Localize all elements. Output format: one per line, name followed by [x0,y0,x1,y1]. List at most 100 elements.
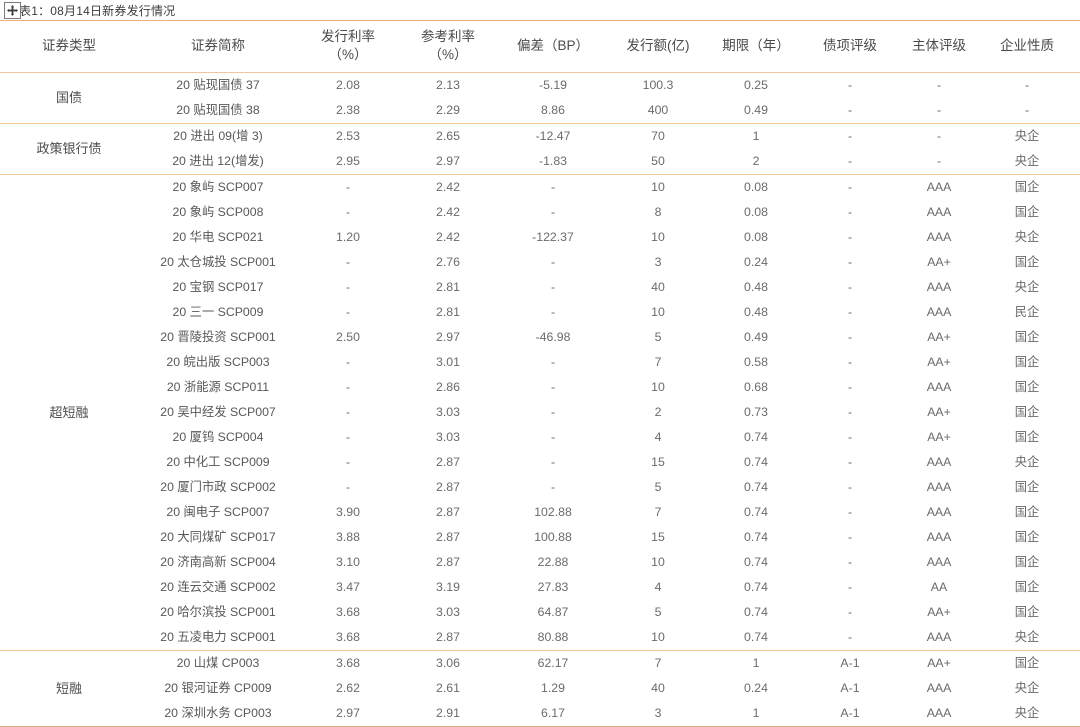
cell-ref_rate: 3.03 [436,405,460,420]
cell-amount: 40 [651,681,665,696]
cell-issuer_rating: AA+ [927,355,951,370]
cell-industry: 有色金属 [1072,425,1080,450]
cell-amount: 40 [651,280,665,295]
cell-issue_rate: - [345,455,351,470]
cell-name: 20 太仓城投 SCP001 [160,255,276,270]
cell-debt_rating: - [847,78,853,93]
cell-amount: 7 [654,355,662,370]
new-bond-issuance-table: 证券类型 证券简称 发行利率 （%） 参考利率 （%） 偏差（BP） [0,21,1080,727]
column-header-amount: 发行额(亿) [608,21,708,74]
cell-industry: 商业贸易 [1072,175,1080,201]
cell-name: 20 吴中经发 SCP007 [160,405,276,420]
cell-issue_rate: - [345,380,351,395]
cell-amount: 10 [608,625,708,652]
title-bar: 表1：08月14日新券发行情况 [0,0,1080,21]
cell-industry: 非银金融 [1072,676,1080,701]
cell-issue_rate: 2.08 [336,78,360,93]
cell-debt_rating: - [847,555,853,570]
cell-issue_rate: 2.53 [336,129,360,144]
cell-term: 0.48 [744,280,768,295]
page-title: 表1：08月14日新券发行情况 [19,3,176,18]
cell-ref_rate: 2.87 [436,455,460,470]
cell-issuer_rating: AA+ [927,405,951,420]
cell-issue_rate: 2.62 [336,681,360,696]
cell-ref_rate: 3.06 [436,656,460,671]
cell-industry: 公用事业 [1072,625,1080,652]
cell-industry: 城投 [1072,250,1080,275]
cell-term: 1 [708,701,804,727]
cell-term: 0.74 [708,625,804,652]
cell-deviation: - [550,405,556,420]
cell-term: 2 [708,149,804,176]
cell-amount: 3 [654,255,662,270]
cell-deviation: 64.87 [537,605,569,620]
column-header-enterprise-type-label: 企业性质 [1000,38,1054,54]
cell-ref_rate: 3.01 [436,355,460,370]
cell-enterprise_type: 央企 [1014,230,1040,245]
cell-industry: 机械设备 [1072,300,1080,325]
cell-name: 20 象屿 SCP007 [172,180,264,195]
cell-debt_rating: - [847,280,853,295]
column-header-ref-rate-unit: （%） [428,47,468,63]
cell-industry: 商业贸易 [1072,651,1080,677]
cell-name: 20 连云交通 SCP002 [160,580,276,595]
cell-term: 0.74 [744,480,768,495]
cell-industry: 化工 [1072,450,1080,475]
cell-issue_rate: 2.97 [298,701,398,727]
cell-debt_rating: - [847,180,853,195]
column-header-term-label: 期限（年） [722,38,790,54]
cell-deviation: 62.17 [537,656,569,671]
column-header-issue-rate-label: 发行利率 [321,29,375,44]
cell-enterprise_type: 民企 [1014,305,1040,320]
security-category-cell: 国债 [0,72,138,125]
table-row: 20 银河证券 CP009 2.62 2.61 1.29 40 0.24 A-1 AAA 央企 非… [0,676,1080,701]
cell-issue_rate: - [345,355,351,370]
cell-issue_rate: - [345,205,351,220]
cell-ref_rate: 2.81 [436,305,460,320]
cell-ref_rate: 3.03 [436,430,460,445]
table-row: 20 浙能源 SCP011 - 2.86 - 10 0.68 - AAA 国企 公用事业 [0,375,1080,400]
move-handle-icon[interactable] [4,1,21,19]
cell-deviation: -46.98 [535,330,571,345]
cell-enterprise_type: 国企 [1014,580,1040,595]
cell-deviation: - [550,180,556,195]
cell-name: 20 银河证券 CP009 [164,681,272,696]
cell-amount: 5 [654,480,662,495]
cell-name: 20 浙能源 SCP011 [166,380,270,395]
cell-amount: 10 [651,180,665,195]
cell-name: 20 象屿 SCP008 [172,205,264,220]
column-header-deviation-label: 偏差（BP） [516,38,589,54]
cell-industry: - [1072,124,1080,150]
cell-issuer_rating: - [896,149,982,176]
cell-enterprise_type: 国企 [1014,656,1040,671]
cell-issuer_rating: AAA [926,305,952,320]
cell-ref_rate: 2.61 [436,681,460,696]
cell-deviation: - [550,205,556,220]
cell-enterprise_type: - [1024,78,1030,93]
cell-amount: 4 [654,580,662,595]
cell-deviation: 27.83 [537,580,569,595]
cell-debt_rating: - [804,625,896,652]
table-row: 20 太仓城投 SCP001 - 2.76 - 3 0.24 - AA+ 国企 城投 [0,250,1080,275]
column-header-debt-rating-label: 债项评级 [823,38,877,54]
cell-issuer_rating: - [936,129,942,144]
cell-debt_rating: A-1 [804,701,896,727]
cell-amount: 8 [654,205,662,220]
cell-issuer_rating: AA [930,580,948,595]
cell-term: 0.73 [744,405,768,420]
cell-debt_rating: - [847,430,853,445]
table-row: 20 厦门市政 SCP002 - 2.87 - 5 0.74 - AAA 国企 城投 [0,475,1080,500]
cell-industry: 公用事业 [1072,225,1080,250]
column-header-enterprise-type: 企业性质 [982,21,1072,74]
cell-amount: 3 [608,701,708,727]
cell-enterprise_type: 央企 [982,149,1072,176]
cell-enterprise_type: 央企 [1014,455,1040,470]
cell-enterprise_type: 央企 [1014,129,1040,144]
cell-ref_rate: 2.65 [436,129,460,144]
cell-debt_rating: - [804,98,896,125]
cell-term: 0.74 [744,555,768,570]
cell-enterprise_type: 国企 [1014,380,1040,395]
cell-enterprise_type: 国企 [1014,555,1040,570]
